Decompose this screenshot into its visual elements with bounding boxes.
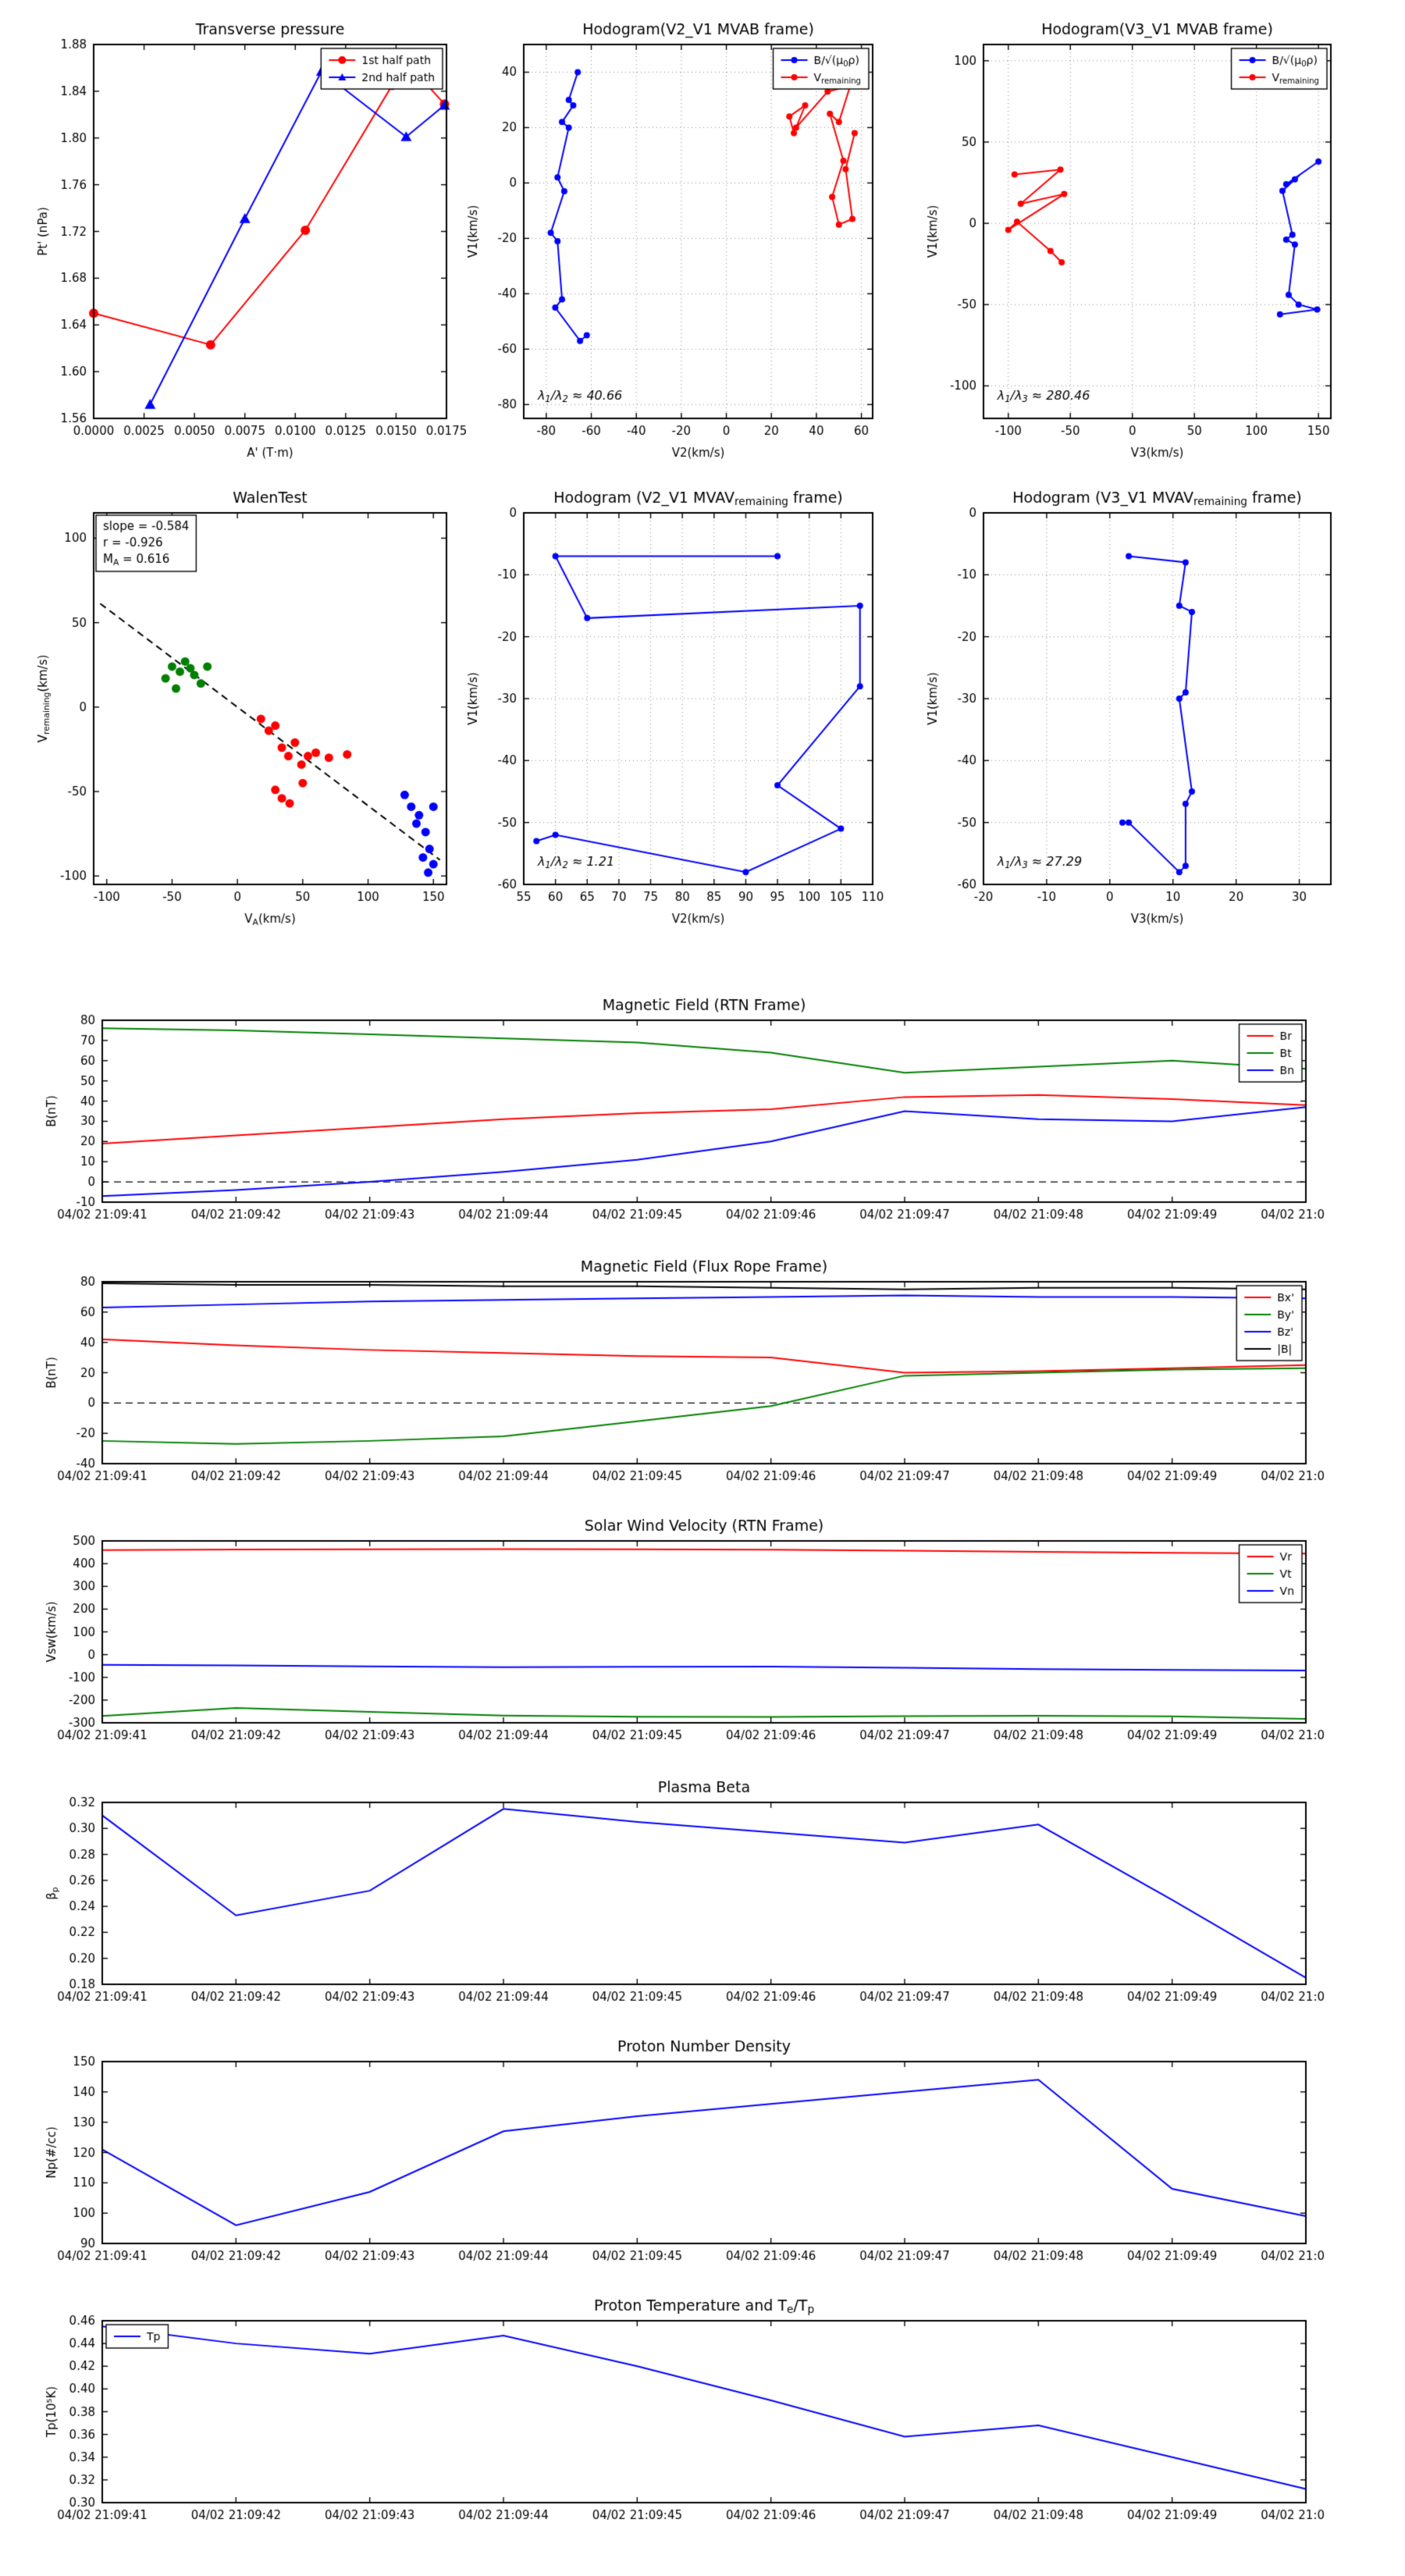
plasma-beta-plot: [28, 1767, 1325, 2033]
proton-temperature-plot: [28, 2286, 1325, 2551]
hodogram-v2v1-mvab-plot: [450, 9, 892, 467]
walen-test-plot: [20, 478, 466, 933]
magnetic-field-rtn-plot: [28, 985, 1325, 1251]
solar-wind-velocity-plot: [28, 1506, 1325, 1771]
hodogram-v3v1-mvab-plot: [909, 9, 1350, 467]
transverse-pressure-plot: [20, 9, 466, 467]
hodogram-v3v1-mvav-plot: [909, 478, 1350, 933]
proton-density-plot: [28, 2026, 1325, 2292]
magnetic-field-flux-rope-plot: [28, 1247, 1325, 1512]
hodogram-v2v1-mvav-plot: [450, 478, 892, 933]
